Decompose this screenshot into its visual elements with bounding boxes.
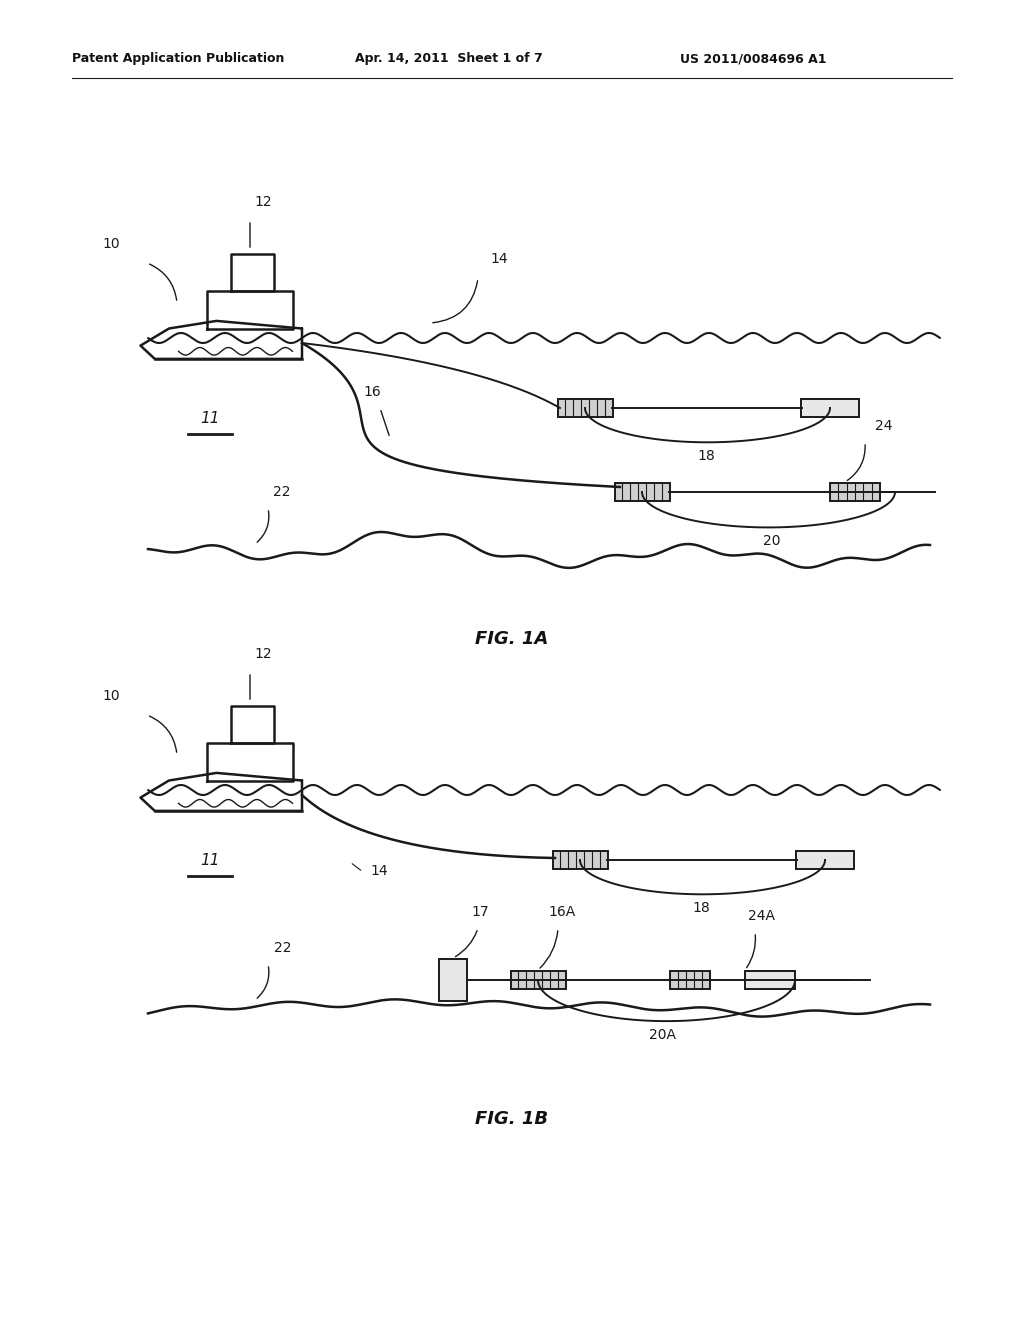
Bar bbox=[557, 399, 612, 417]
Text: 17: 17 bbox=[471, 906, 488, 919]
Bar bbox=[745, 972, 795, 989]
Bar bbox=[511, 972, 565, 989]
Text: 12: 12 bbox=[254, 195, 271, 209]
Text: 22: 22 bbox=[273, 484, 291, 499]
Text: 11: 11 bbox=[200, 853, 219, 869]
Text: 24: 24 bbox=[874, 418, 893, 433]
Text: 16A: 16A bbox=[548, 906, 575, 919]
Bar bbox=[439, 960, 467, 1001]
Text: US 2011/0084696 A1: US 2011/0084696 A1 bbox=[680, 51, 826, 65]
Text: 20A: 20A bbox=[648, 1028, 676, 1041]
Bar bbox=[670, 972, 710, 989]
Text: 18: 18 bbox=[692, 902, 711, 915]
Text: 20: 20 bbox=[764, 535, 781, 548]
Bar bbox=[614, 483, 670, 502]
Text: Patent Application Publication: Patent Application Publication bbox=[72, 51, 285, 65]
Bar bbox=[553, 851, 607, 869]
Text: 16: 16 bbox=[362, 385, 381, 399]
Text: 14: 14 bbox=[370, 865, 388, 878]
Text: Apr. 14, 2011  Sheet 1 of 7: Apr. 14, 2011 Sheet 1 of 7 bbox=[355, 51, 543, 65]
Bar bbox=[796, 851, 854, 869]
Text: FIG. 1A: FIG. 1A bbox=[475, 630, 549, 648]
Text: 22: 22 bbox=[274, 941, 292, 954]
Text: FIG. 1B: FIG. 1B bbox=[475, 1110, 549, 1129]
Text: 10: 10 bbox=[102, 689, 120, 704]
Text: 24A: 24A bbox=[748, 909, 775, 923]
Text: 14: 14 bbox=[490, 252, 508, 267]
Text: 11: 11 bbox=[200, 411, 219, 426]
Text: 18: 18 bbox=[697, 449, 715, 463]
Bar bbox=[801, 399, 859, 417]
Bar bbox=[830, 483, 880, 502]
Text: 12: 12 bbox=[254, 647, 271, 661]
Text: 10: 10 bbox=[102, 238, 120, 251]
